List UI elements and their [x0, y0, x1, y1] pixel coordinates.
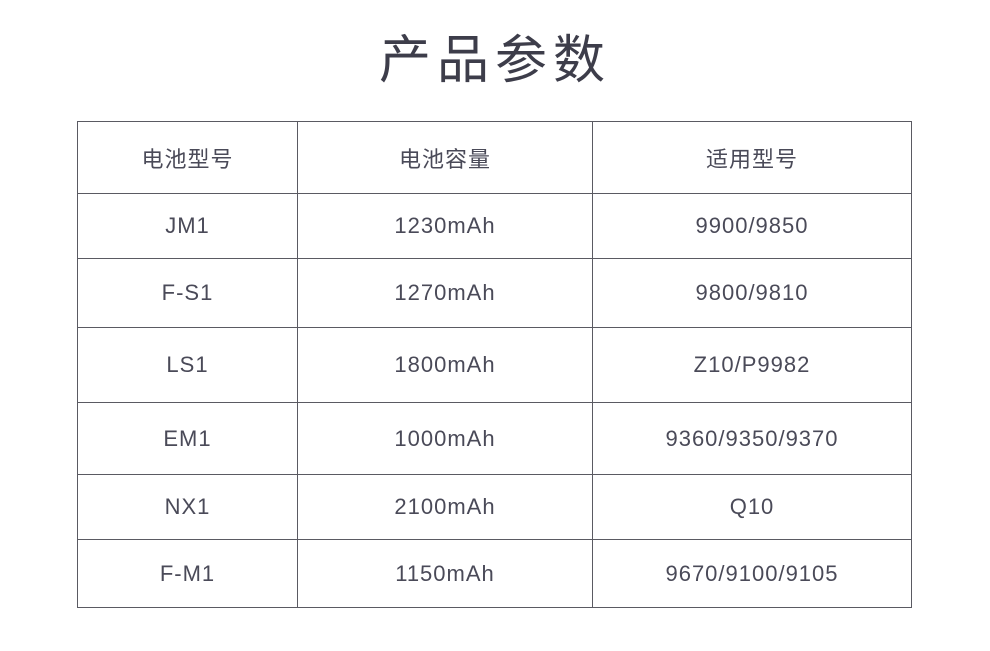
table-row: F-M1 1150mAh 9670/9100/9105 — [77, 539, 912, 608]
table-row: F-S1 1270mAh 9800/9810 — [77, 258, 912, 328]
cell-capacity: 1800mAh — [297, 327, 593, 403]
header-battery-model: 电池型号 — [77, 121, 298, 194]
table-row: EM1 1000mAh 9360/9350/9370 — [77, 402, 912, 475]
product-spec-table: 电池型号 电池容量 适用型号 JM1 1230mAh 9900/9850 F-S1 1270m… — [77, 121, 912, 608]
cell-compatible-models: Z10/P9982 — [592, 327, 912, 403]
header-row: 电池型号 电池容量 适用型号 — [77, 121, 912, 194]
header-capacity: 电池容量 — [297, 121, 593, 194]
cell-battery-model: EM1 — [77, 402, 298, 475]
page-title: 产品参数 — [378, 32, 611, 90]
cell-capacity: 1150mAh — [297, 539, 593, 608]
cell-battery-model: JM1 — [77, 193, 298, 259]
table-row: JM1 1230mAh 9900/9850 — [77, 193, 912, 259]
cell-battery-model: LS1 — [77, 327, 298, 403]
header-compatible-models: 适用型号 — [592, 121, 912, 194]
cell-compatible-models: Q10 — [592, 474, 912, 540]
cell-battery-model: F-S1 — [77, 258, 298, 328]
cell-compatible-models: 9900/9850 — [592, 193, 912, 259]
cell-capacity: 1230mAh — [297, 193, 593, 259]
cell-capacity: 1270mAh — [297, 258, 593, 328]
cell-compatible-models: 9360/9350/9370 — [592, 402, 912, 475]
cell-battery-model: F-M1 — [77, 539, 298, 608]
cell-battery-model: NX1 — [77, 474, 298, 540]
cell-capacity: 1000mAh — [297, 402, 593, 475]
table-row: LS1 1800mAh Z10/P9982 — [77, 327, 912, 403]
cell-capacity: 2100mAh — [297, 474, 593, 540]
table-row: NX1 2100mAh Q10 — [77, 474, 912, 540]
cell-compatible-models: 9670/9100/9105 — [592, 539, 912, 608]
cell-compatible-models: 9800/9810 — [592, 258, 912, 328]
